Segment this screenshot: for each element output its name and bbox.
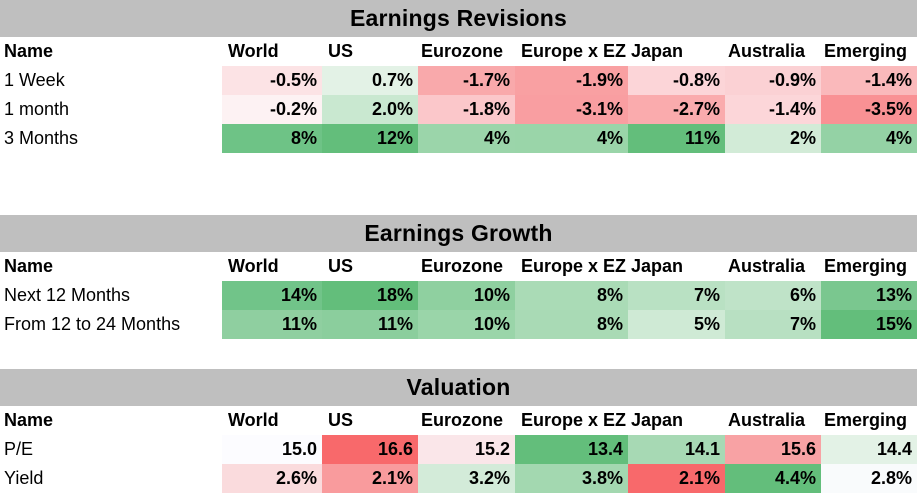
section-title: Valuation bbox=[0, 369, 917, 406]
value-cell-eurozone: -1.8% bbox=[418, 95, 515, 124]
row-label: Yield bbox=[4, 468, 44, 488]
value-cell-australia: 7% bbox=[725, 310, 821, 339]
section-title: Earnings Growth bbox=[0, 215, 917, 252]
value-cell-emerging: 2.8% bbox=[821, 464, 917, 493]
table-section: Valuation Name World US Eurozone Europe x EZ J… bbox=[0, 369, 917, 493]
column-header-australia: Australia bbox=[728, 256, 806, 276]
column-header-japan: Japan bbox=[631, 41, 684, 61]
value-cell-japan: 5% bbox=[628, 310, 725, 339]
table-row: Yield 2.6% 2.1% 3.2% 3.8% 2.1% 4.4% 2.8% bbox=[0, 464, 917, 493]
value-cell-europe-x-ez: 13.4 bbox=[515, 435, 628, 464]
value-cell-europe-x-ez: 4% bbox=[515, 124, 628, 153]
value-cell-world: 15.0 bbox=[222, 435, 322, 464]
row-label: 1 month bbox=[4, 99, 70, 119]
value-cell-emerging: 4% bbox=[821, 124, 917, 153]
column-header-europe-x-ez: Europe x EZ bbox=[521, 256, 627, 276]
value-cell-australia: -0.9% bbox=[725, 66, 821, 95]
column-header-eurozone: Eurozone bbox=[421, 410, 504, 430]
value-cell-australia: 4.4% bbox=[725, 464, 821, 493]
value-cell-world: 11% bbox=[222, 310, 322, 339]
column-header-us: US bbox=[328, 41, 354, 61]
value-cell-emerging: 14.4 bbox=[821, 435, 917, 464]
column-header-europe-x-ez: Europe x EZ bbox=[521, 410, 627, 430]
column-header-australia: Australia bbox=[728, 41, 806, 61]
value-cell-eurozone: 10% bbox=[418, 281, 515, 310]
value-cell-us: 18% bbox=[322, 281, 418, 310]
value-cell-world: -0.2% bbox=[222, 95, 322, 124]
row-label: P/E bbox=[4, 439, 34, 459]
value-cell-europe-x-ez: 8% bbox=[515, 281, 628, 310]
value-cell-japan: 7% bbox=[628, 281, 725, 310]
value-cell-emerging: -3.5% bbox=[821, 95, 917, 124]
column-header-world: World bbox=[228, 410, 279, 430]
value-cell-australia: 15.6 bbox=[725, 435, 821, 464]
row-label: 3 Months bbox=[4, 128, 79, 148]
column-header-emerging: Emerging bbox=[824, 410, 908, 430]
value-cell-us: 2.1% bbox=[322, 464, 418, 493]
value-cell-australia: 2% bbox=[725, 124, 821, 153]
value-cell-eurozone: 15.2 bbox=[418, 435, 515, 464]
table-row: 1 month -0.2% 2.0% -1.8% -3.1% -2.7% -1.4% -3.5… bbox=[0, 95, 917, 124]
column-header-us: US bbox=[328, 410, 354, 430]
table-row: 3 Months 8% 12% 4% 4% 11% 2% 4% bbox=[0, 124, 917, 153]
column-header-japan: Japan bbox=[631, 410, 684, 430]
value-cell-europe-x-ez: 8% bbox=[515, 310, 628, 339]
value-cell-emerging: 15% bbox=[821, 310, 917, 339]
value-cell-europe-x-ez: 3.8% bbox=[515, 464, 628, 493]
column-header-name: Name bbox=[4, 41, 54, 61]
table-row: Next 12 Months 14% 18% 10% 8% 7% 6% 13% bbox=[0, 281, 917, 310]
section-title: Earnings Revisions bbox=[0, 0, 917, 37]
row-label: From 12 to 24 Months bbox=[4, 314, 181, 334]
value-cell-world: -0.5% bbox=[222, 66, 322, 95]
value-cell-eurozone: 10% bbox=[418, 310, 515, 339]
table-section: Earnings Revisions Name World US Eurozone Eur… bbox=[0, 0, 917, 153]
column-header-eurozone: Eurozone bbox=[421, 41, 504, 61]
column-header-japan: Japan bbox=[631, 256, 684, 276]
column-header-world: World bbox=[228, 41, 279, 61]
column-header-australia: Australia bbox=[728, 410, 806, 430]
column-header-europe-x-ez: Europe x EZ bbox=[521, 41, 627, 61]
table-row: P/E 15.0 16.6 15.2 13.4 14.1 15.6 14.4 bbox=[0, 435, 917, 464]
value-cell-world: 2.6% bbox=[222, 464, 322, 493]
value-cell-japan: -2.7% bbox=[628, 95, 725, 124]
value-cell-australia: -1.4% bbox=[725, 95, 821, 124]
value-cell-eurozone: 3.2% bbox=[418, 464, 515, 493]
column-header-name: Name bbox=[4, 410, 54, 430]
value-cell-japan: 2.1% bbox=[628, 464, 725, 493]
value-cell-japan: -0.8% bbox=[628, 66, 725, 95]
value-cell-us: 2.0% bbox=[322, 95, 418, 124]
value-cell-us: 12% bbox=[322, 124, 418, 153]
column-header-name: Name bbox=[4, 256, 54, 276]
header-row: Name World US Eurozone Europe x EZ Japan Austr… bbox=[0, 252, 917, 281]
value-cell-europe-x-ez: -1.9% bbox=[515, 66, 628, 95]
row-label: 1 Week bbox=[4, 70, 65, 90]
value-cell-emerging: -1.4% bbox=[821, 66, 917, 95]
row-label: Next 12 Months bbox=[4, 285, 131, 305]
table-row: 1 Week -0.5% 0.7% -1.7% -1.9% -0.8% -0.9% -1.4% bbox=[0, 66, 917, 95]
value-cell-eurozone: -1.7% bbox=[418, 66, 515, 95]
value-cell-japan: 14.1 bbox=[628, 435, 725, 464]
table-row: From 12 to 24 Months 11% 11% 10% 8% 5% 7% 15% bbox=[0, 310, 917, 339]
column-header-emerging: Emerging bbox=[824, 41, 908, 61]
value-cell-australia: 6% bbox=[725, 281, 821, 310]
value-cell-us: 11% bbox=[322, 310, 418, 339]
value-cell-emerging: 13% bbox=[821, 281, 917, 310]
column-header-eurozone: Eurozone bbox=[421, 256, 504, 276]
value-cell-us: 0.7% bbox=[322, 66, 418, 95]
value-cell-us: 16.6 bbox=[322, 435, 418, 464]
header-row: Name World US Eurozone Europe x EZ Japan Austr… bbox=[0, 406, 917, 435]
column-header-emerging: Emerging bbox=[824, 256, 908, 276]
column-header-world: World bbox=[228, 256, 279, 276]
value-cell-world: 8% bbox=[222, 124, 322, 153]
value-cell-japan: 11% bbox=[628, 124, 725, 153]
column-header-us: US bbox=[328, 256, 354, 276]
value-cell-world: 14% bbox=[222, 281, 322, 310]
value-cell-europe-x-ez: -3.1% bbox=[515, 95, 628, 124]
value-cell-eurozone: 4% bbox=[418, 124, 515, 153]
header-row: Name World US Eurozone Europe x EZ Japan Austr… bbox=[0, 37, 917, 66]
table-section: Earnings Growth Name World US Eurozone Europe… bbox=[0, 215, 917, 339]
